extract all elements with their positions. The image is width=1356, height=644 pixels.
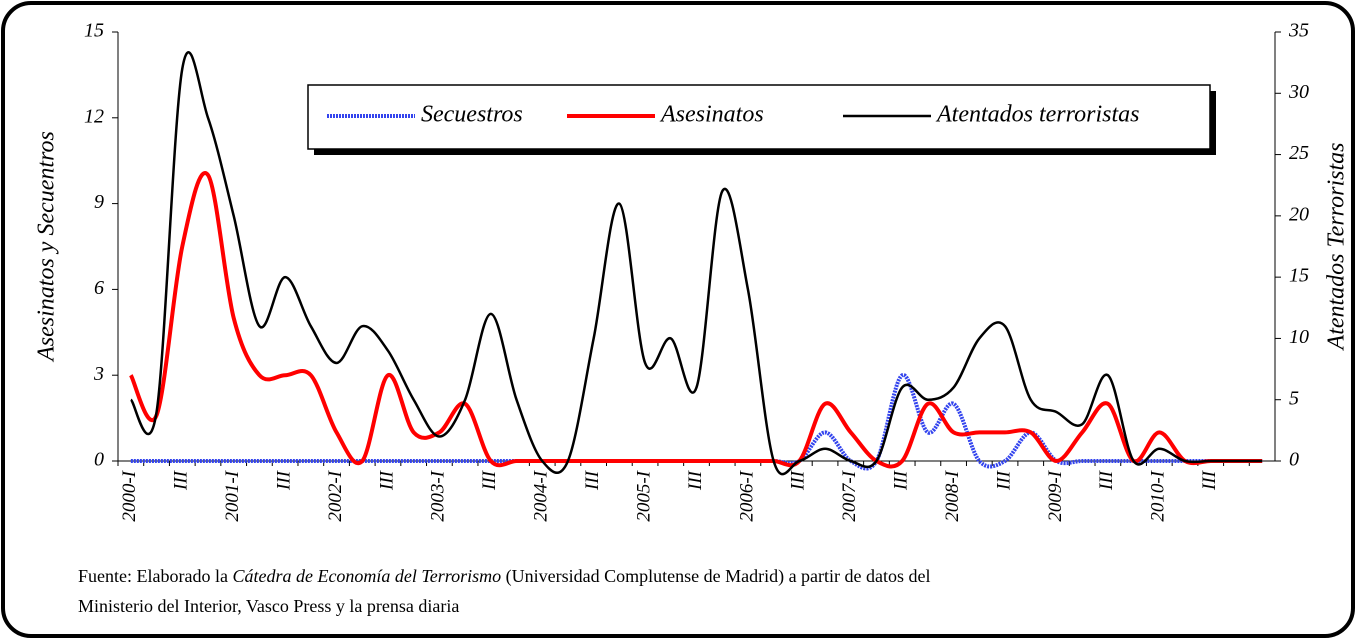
x-tick-label: III	[685, 469, 706, 491]
y-tick-label: 6	[94, 277, 104, 299]
legend-label: Secuestros	[421, 102, 523, 128]
note: Fuente: Elaborado la Cátedra de Economía…	[78, 566, 931, 587]
y2-tick-label: 20	[1289, 203, 1309, 225]
y-tick-label: 12	[84, 105, 104, 127]
x-tick-label: III	[273, 469, 294, 491]
y-tick-label: 3	[93, 363, 104, 385]
x-tick-label: 2008-I	[942, 469, 963, 521]
x-tick-label: 2004-I	[531, 469, 552, 521]
note-part: Cátedra de Economía del Terrorismo	[232, 566, 501, 586]
legend-box	[307, 84, 1211, 150]
x-tick-label: 2000-I	[119, 469, 140, 521]
x-tick-label: III	[1096, 469, 1117, 491]
series-line	[129, 51, 1263, 476]
series-line	[129, 171, 1263, 469]
y-tick-label: 0	[94, 449, 104, 471]
x-tick-label: III	[171, 469, 192, 491]
x-tick-label: 2001-I	[222, 469, 243, 521]
y-axis-title: Asesinatos y Secuentros	[34, 131, 60, 363]
note-part: Fuente: Elaborado la	[78, 566, 232, 586]
x-tick-label: 2006-I	[736, 469, 757, 521]
x-tick-label: III	[993, 469, 1014, 491]
x-tick-label: 2007-I	[839, 469, 860, 521]
legend-label: Atentados terroristas	[935, 102, 1139, 128]
y2-tick-label: 0	[1289, 449, 1299, 471]
x-tick-label: III	[376, 469, 397, 491]
y2-axis-title: Atentados Terroristas	[1324, 143, 1350, 352]
x-tick-label: III	[582, 469, 603, 491]
x-tick-label: III	[891, 469, 912, 491]
note: Ministerio del Interior, Vasco Press y l…	[78, 596, 459, 616]
note-part: (Universidad Complutense de Madrid) a pa…	[501, 566, 930, 587]
y2-tick-label: 30	[1288, 81, 1309, 103]
x-tick-label: 2003-I	[428, 469, 449, 521]
legend-label: Asesinatos	[659, 102, 764, 128]
x-tick-label: 2002-I	[325, 469, 346, 521]
y2-tick-label: 15	[1289, 265, 1309, 287]
y2-tick-label: 5	[1289, 387, 1299, 409]
x-tick-label: 2009-I	[1045, 469, 1066, 521]
y-tick-label: 9	[94, 191, 104, 213]
x-tick-label: III	[788, 469, 809, 491]
x-tick-label: 2010-I	[1148, 469, 1169, 521]
y2-tick-label: 10	[1289, 326, 1309, 348]
y-tick-label: 15	[84, 20, 104, 42]
y2-tick-label: 25	[1289, 142, 1309, 164]
y2-tick-label: 35	[1288, 20, 1309, 42]
x-tick-label: III	[479, 469, 500, 491]
x-tick-label: 2005-I	[633, 469, 654, 521]
x-tick-label: III	[1199, 469, 1220, 491]
